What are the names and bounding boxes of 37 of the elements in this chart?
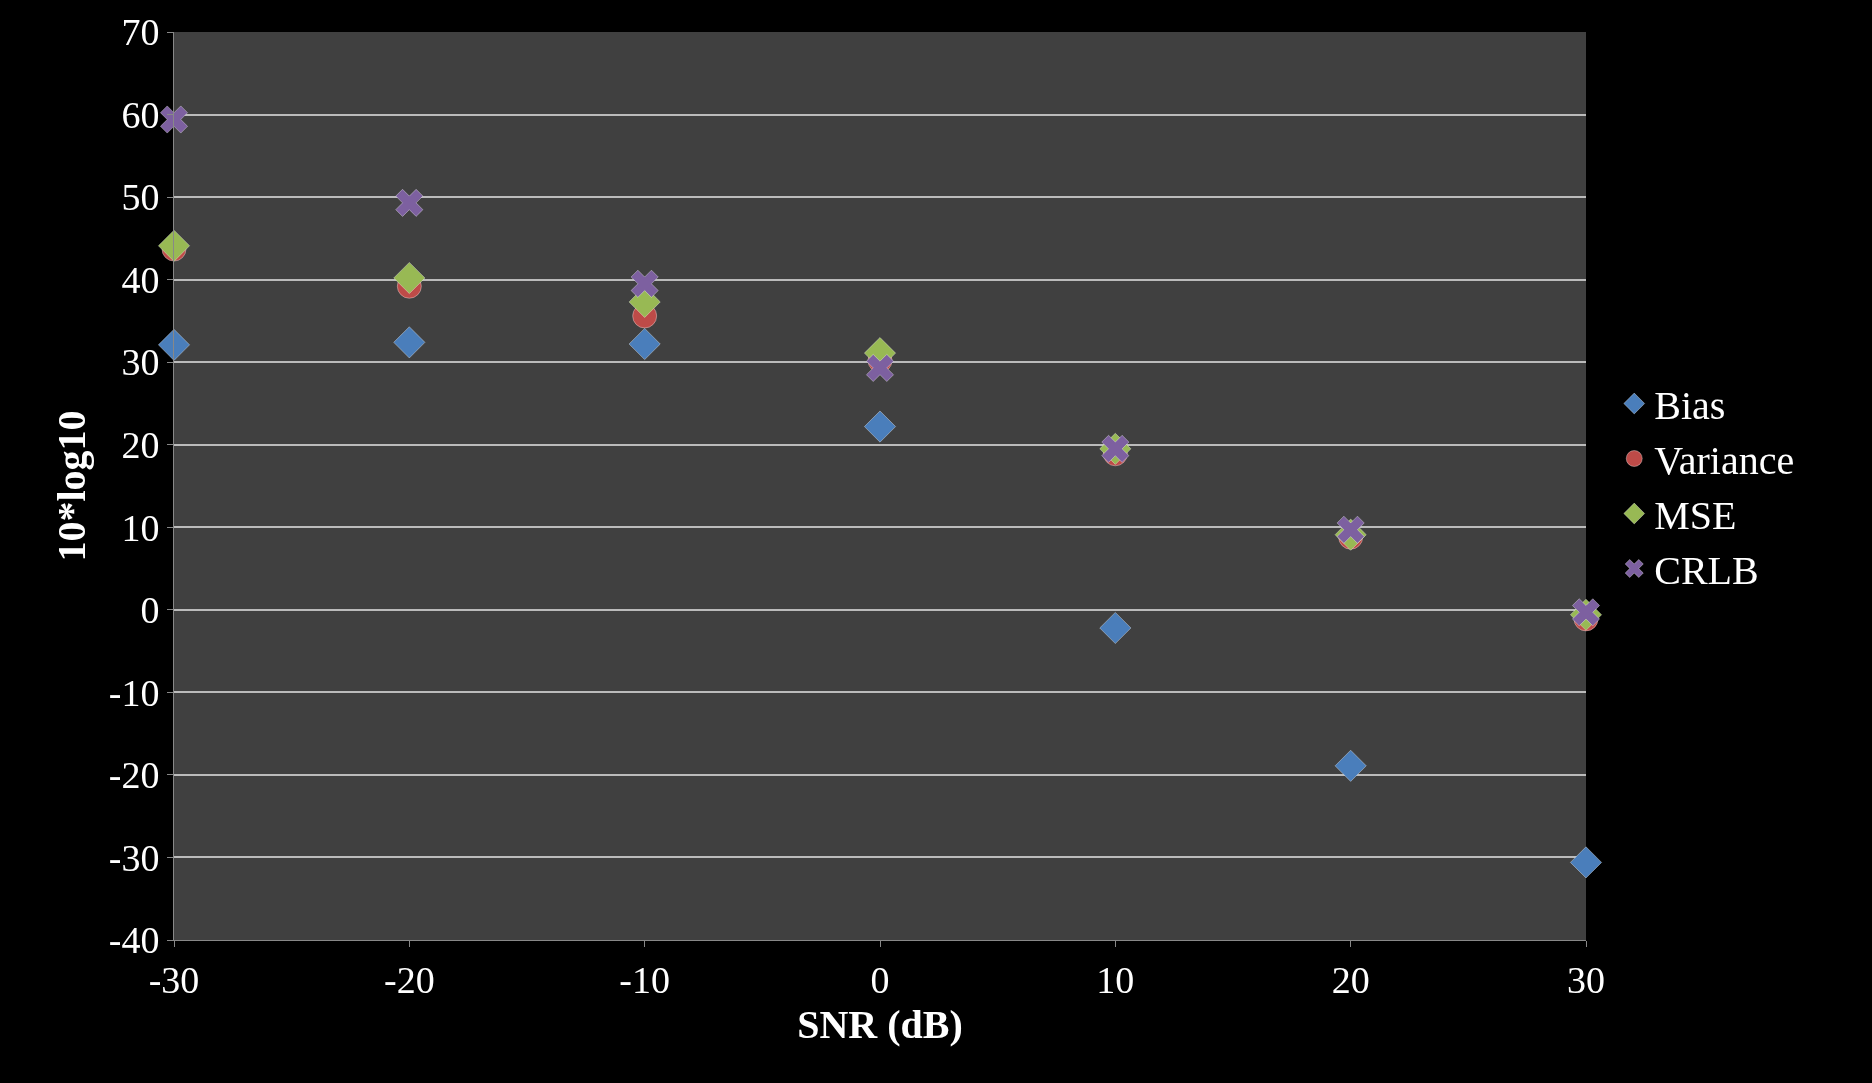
x-tick-label: 20 [1331,958,1370,1001]
y-tick-label: 40 [121,258,160,301]
x-tick-label: 0 [870,958,890,1001]
point [393,326,426,359]
x-tick-label: 30 [1567,958,1605,1001]
legend-label: CRLB [1654,548,1759,594]
point [1099,611,1132,645]
legend-label: Bias [1654,383,1726,429]
y-tick-label: -10 [108,671,160,714]
y-tick-label: -20 [108,754,160,797]
x-tick-label: -10 [619,958,670,1001]
y-tick-label: 10 [121,506,160,549]
y-axis-title: 10*log10 [49,410,95,562]
y-tick-label: 30 [121,341,160,384]
point [157,328,191,361]
point [628,327,661,361]
x-tick-label: -20 [384,958,435,1001]
legend-label: Variance [1654,438,1795,484]
point [159,105,189,134]
x-axis-title: SNR (dB) [797,1002,963,1048]
y-tick-label: 20 [121,424,160,467]
point [393,261,426,295]
point [395,188,424,217]
point [157,229,191,262]
y-tick-label: 60 [121,93,160,136]
point [1569,846,1603,879]
y-tick-label: 0 [140,589,160,632]
point [863,410,897,443]
point [865,353,895,383]
point [1336,515,1365,544]
point [630,269,659,298]
y-tick-label: 50 [121,176,160,219]
y-tick-label: 70 [121,11,160,54]
y-tick-label: -30 [108,836,160,879]
x-tick-label: 10 [1096,958,1135,1001]
point [1334,749,1367,782]
legend-label: MSE [1654,493,1737,539]
